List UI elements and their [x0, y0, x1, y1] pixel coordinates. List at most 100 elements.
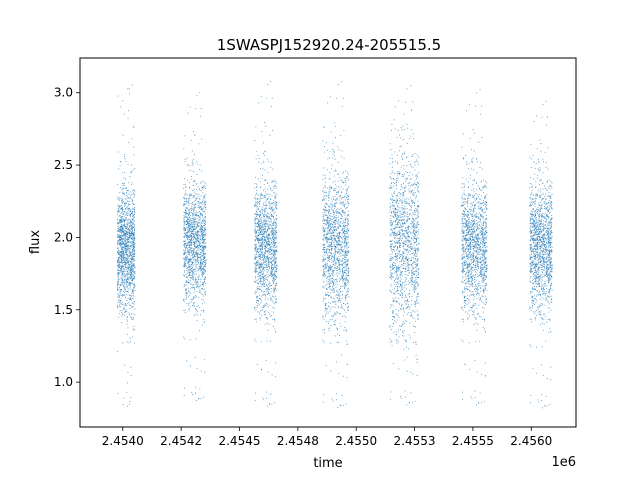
data-point: [121, 249, 123, 250]
data-point: [185, 190, 187, 192]
data-point: [270, 231, 271, 233]
data-point: [255, 222, 257, 224]
data-point: [335, 199, 337, 201]
data-point: [273, 311, 275, 313]
data-point: [191, 221, 192, 223]
data-point: [186, 295, 188, 297]
data-point: [260, 208, 262, 210]
data-point: [258, 232, 260, 234]
data-point: [186, 258, 188, 260]
data-point: [200, 268, 202, 270]
data-point: [130, 271, 131, 273]
data-point: [201, 226, 203, 227]
data-point: [275, 206, 277, 208]
data-point: [131, 138, 133, 140]
data-point: [259, 256, 261, 258]
data-point: [335, 283, 337, 285]
data-point: [335, 272, 337, 274]
data-point: [133, 192, 134, 194]
data-point: [121, 226, 123, 228]
data-point: [199, 202, 201, 204]
data-point: [117, 290, 119, 291]
data-point: [272, 301, 274, 303]
data-point: [260, 299, 262, 300]
data-point: [338, 149, 340, 151]
data-point: [272, 209, 274, 211]
data-point: [256, 193, 258, 195]
data-point: [341, 304, 342, 306]
data-point: [258, 254, 260, 256]
data-point: [130, 234, 132, 236]
data-point: [134, 260, 136, 261]
data-point: [123, 266, 125, 268]
data-point: [324, 332, 326, 334]
data-point: [130, 298, 132, 300]
data-point: [323, 187, 325, 189]
data-point: [191, 299, 193, 301]
data-point: [122, 248, 124, 250]
data-point: [205, 271, 207, 272]
data-point: [193, 238, 194, 240]
data-point: [186, 216, 188, 218]
data-point: [265, 250, 266, 252]
data-point: [263, 196, 265, 198]
data-point: [133, 287, 135, 288]
data-point: [187, 276, 188, 278]
data-point: [266, 391, 267, 393]
data-point: [325, 295, 327, 296]
data-point: [331, 398, 333, 400]
data-point: [193, 303, 195, 305]
data-point: [259, 298, 261, 300]
data-point: [191, 268, 193, 270]
data-point: [184, 221, 186, 223]
data-point: [185, 257, 187, 259]
data-point: [126, 319, 128, 321]
data-point: [188, 258, 190, 260]
data-point: [187, 271, 189, 273]
data-point: [270, 288, 272, 289]
data-point: [119, 293, 121, 294]
data-point: [271, 250, 273, 252]
data-point: [130, 214, 131, 216]
data-point: [260, 278, 262, 279]
data-point: [267, 405, 268, 407]
data-point: [186, 224, 187, 225]
data-point: [274, 244, 276, 245]
data-point: [273, 212, 275, 214]
data-point: [257, 251, 259, 252]
data-point: [127, 327, 129, 329]
data-point: [132, 228, 133, 230]
data-point: [333, 245, 335, 247]
data-point: [336, 266, 338, 267]
data-point: [204, 200, 206, 202]
data-point: [273, 307, 275, 309]
data-point: [261, 306, 263, 308]
data-point: [265, 150, 266, 152]
data-point: [199, 285, 201, 287]
data-point: [189, 224, 191, 226]
data-point: [201, 272, 203, 274]
data-point: [196, 231, 198, 233]
data-point: [131, 306, 133, 308]
data-point: [275, 195, 276, 197]
data-point: [188, 199, 190, 201]
data-point: [123, 254, 125, 256]
data-point: [259, 268, 261, 269]
data-point: [261, 243, 263, 244]
data-point: [205, 265, 207, 267]
data-point: [257, 241, 259, 243]
data-point: [337, 173, 339, 175]
data-point: [266, 207, 268, 209]
data-point: [264, 299, 266, 300]
data-point: [194, 180, 196, 182]
data-point: [186, 224, 188, 226]
data-point: [123, 308, 125, 310]
data-point: [189, 228, 190, 230]
data-point: [263, 243, 265, 245]
data-point: [122, 284, 124, 286]
data-point: [269, 237, 270, 239]
data-point: [198, 262, 199, 264]
data-point: [276, 202, 278, 203]
data-point: [183, 225, 185, 227]
chart-title: 1SWASPJ152920.24-205515.5: [217, 36, 441, 54]
